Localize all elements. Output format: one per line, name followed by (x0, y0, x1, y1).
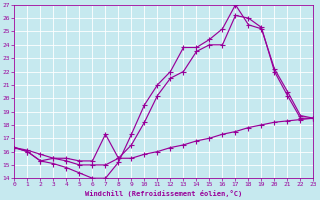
X-axis label: Windchill (Refroidissement éolien,°C): Windchill (Refroidissement éolien,°C) (85, 190, 243, 197)
